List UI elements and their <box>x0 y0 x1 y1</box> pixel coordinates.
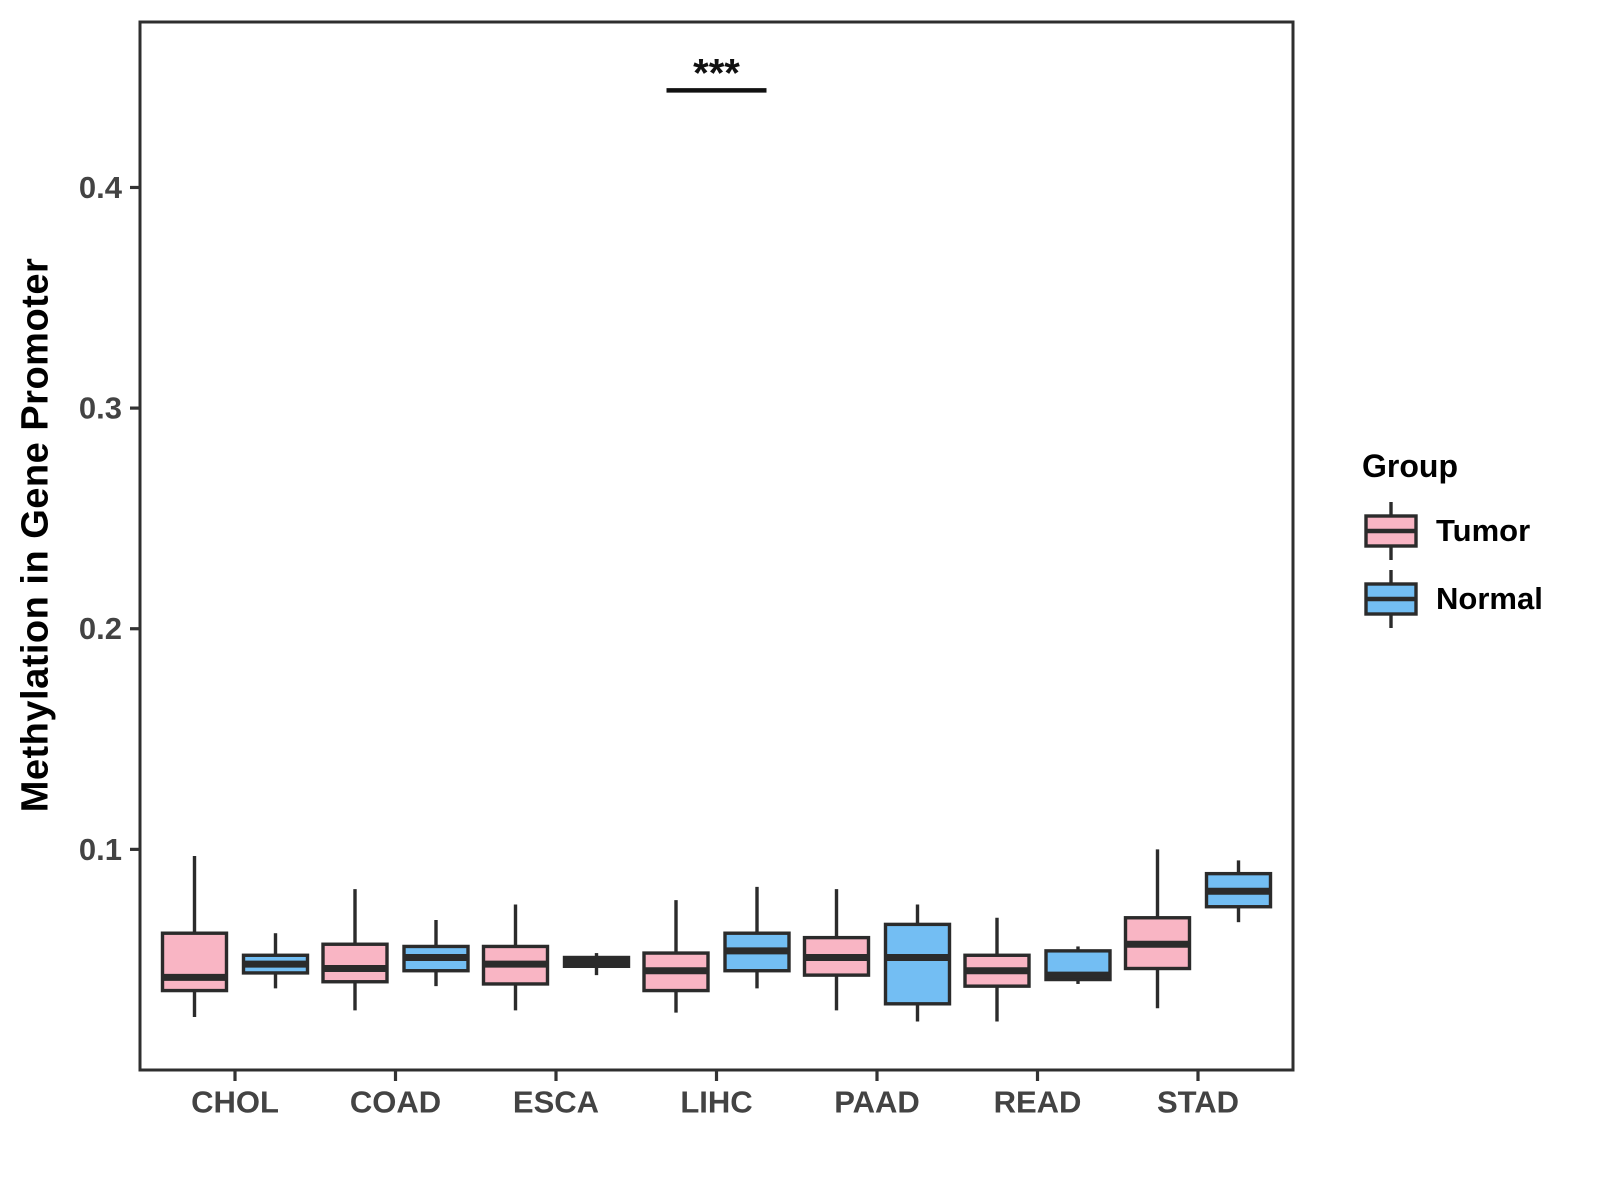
x-tick-label-STAD: STAD <box>1157 1084 1239 1119</box>
legend-label-normal: Normal <box>1436 581 1543 616</box>
y-tick-label: 0.1 <box>79 832 122 867</box>
box-CHOL-Tumor <box>160 931 229 993</box>
box-PAAD-Normal <box>883 922 952 1006</box>
y-axis-title: Methylation in Gene Promoter <box>14 257 57 813</box>
x-tick-label-CHOL: CHOL <box>191 1084 279 1119</box>
y-tick-label: 0.2 <box>79 611 122 646</box>
x-tick-label-READ: READ <box>994 1084 1082 1119</box>
y-tick-label: 0.4 <box>79 170 123 205</box>
legend: Group Tumor Normal <box>1362 448 1543 633</box>
normal-boxplot-key-icon <box>1364 570 1418 628</box>
plot-panel-border <box>138 20 1295 1072</box>
x-tick-label-COAD: COAD <box>350 1084 441 1119</box>
legend-item-tumor: Tumor <box>1362 497 1543 565</box>
legend-label-tumor: Tumor <box>1436 513 1531 548</box>
x-tick-label-PAAD: PAAD <box>834 1084 920 1119</box>
box-COAD-Tumor <box>321 942 389 984</box>
legend-title: Group <box>1362 448 1458 484</box>
x-tick-label-LIHC: LIHC <box>680 1084 752 1119</box>
legend-item-normal: Normal <box>1362 565 1543 633</box>
x-tick-label-ESCA: ESCA <box>513 1084 599 1119</box>
tumor-boxplot-key-icon <box>1364 502 1418 560</box>
significance-label: *** <box>693 51 740 95</box>
y-tick-label: 0.3 <box>79 391 122 426</box>
